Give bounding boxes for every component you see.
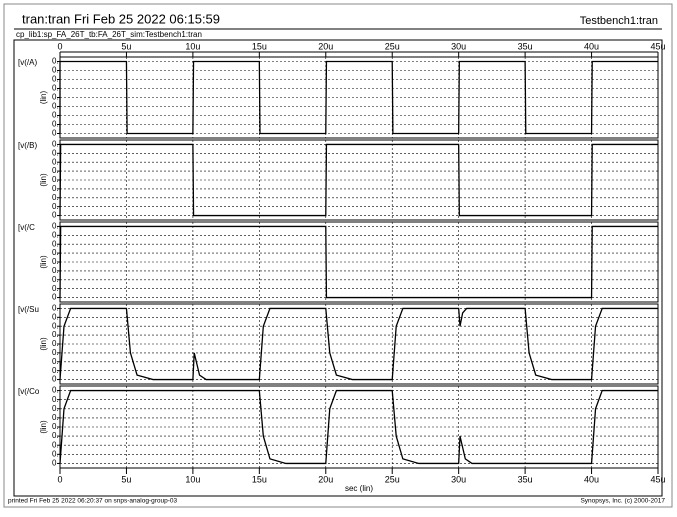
x-tick-label: 30u (451, 41, 466, 51)
y-tick-labels: 00.10.20.30.40.50.60.70.8 (52, 304, 64, 384)
x-tick-label: 25u (385, 474, 400, 484)
y-tick-label: 0.5 (52, 330, 64, 339)
y-tick-label: 0 (52, 211, 57, 220)
y-tick-label: 0.7 (52, 148, 64, 157)
y-tick-label: 0.7 (52, 312, 64, 321)
window-frame (3, 3, 673, 508)
y-axis-label: (lin) (39, 173, 48, 187)
footer-left: printed Fri Feb 25 2022 06:20:37 on snps… (8, 498, 177, 505)
y-tick-label: 0.6 (52, 75, 64, 84)
y-tick-label: 0.3 (52, 184, 64, 193)
y-tick-label: 0.8 (52, 57, 64, 66)
x-tick-label: 10u (185, 41, 200, 51)
y-tick-label: 0.1 (52, 120, 64, 129)
y-tick-label: 0.6 (52, 404, 64, 413)
y-tick-label: 0.4 (52, 339, 64, 348)
y-tick-label: 0.2 (52, 193, 64, 202)
y-tick-label: 0.6 (52, 239, 64, 248)
y-tick-label: 0.5 (52, 413, 64, 422)
waveform (59, 389, 658, 465)
y-tick-label: 0.3 (52, 348, 64, 357)
y-tick-label: 0 (52, 375, 57, 384)
footer-right: Synopsys, Inc. (c) 2000-2017 (580, 498, 665, 505)
x-tick-label: 5u (121, 41, 131, 51)
y-tick-label: 0.2 (52, 357, 64, 366)
y-tick-label: 0.8 (52, 222, 64, 231)
legend-entry: [v(/Su (18, 305, 39, 314)
x-tick-label: 45u (650, 41, 665, 51)
y-tick-labels: 00.10.20.30.40.50.60.70.8 (52, 57, 64, 138)
x-tick-label: 15u (252, 41, 267, 51)
y-axis-label: (lin) (39, 255, 48, 269)
y-tick-label: 0.1 (52, 284, 64, 293)
x-axis-label: sec (lin) (345, 484, 373, 493)
y-tick-label: 0.4 (52, 422, 64, 431)
y-tick-label: 0.5 (52, 84, 64, 93)
y-tick-label: 0.3 (52, 102, 64, 111)
y-tick-labels: 00.10.20.30.40.50.60.70.8 (52, 222, 64, 302)
x-tick-label: 5u (121, 474, 131, 484)
x-tick-label: 20u (318, 41, 333, 51)
x-tick-label: 0 (57, 41, 62, 51)
legend-entry: [v(/B) (18, 141, 37, 150)
x-tick-label: 40u (584, 474, 599, 484)
y-tick-label: 0.3 (52, 431, 64, 440)
y-tick-label: 0.4 (52, 93, 64, 102)
y-tick-label: 0 (52, 459, 57, 468)
y-tick-label: 0.3 (52, 266, 64, 275)
y-axis-label: (lin) (39, 91, 48, 105)
y-tick-label: 0.5 (52, 248, 64, 257)
x-tick-label: 10u (185, 474, 200, 484)
y-tick-label: 0.8 (52, 304, 64, 313)
header-right: Testbench1:tran (580, 15, 658, 27)
y-tick-label: 0 (52, 293, 57, 302)
waveform (59, 225, 658, 299)
x-tick-label: 20u (318, 474, 333, 484)
x-tick-label: 0 (57, 474, 62, 484)
waveform (59, 143, 658, 217)
y-tick-label: 0.5 (52, 166, 64, 175)
y-tick-labels: 00.10.20.30.40.50.60.70.8 (52, 140, 64, 220)
y-tick-label: 0.8 (52, 140, 64, 149)
x-tick-label: 40u (584, 41, 599, 51)
y-tick-label: 0.4 (52, 257, 64, 266)
y-tick-label: 0.2 (52, 111, 64, 120)
waveform (59, 60, 658, 135)
x-tick-label: 35u (518, 474, 533, 484)
x-tick-label: 25u (385, 41, 400, 51)
plot-frame (13, 39, 663, 497)
legend-entry: [v(/Co (18, 387, 40, 396)
legend-entry: [v(/A) (18, 58, 37, 67)
y-tick-label: 0 (52, 129, 57, 138)
waveform (59, 307, 658, 381)
x-tick-label: 45u (650, 474, 665, 484)
legend-entry: [v(/C (18, 223, 35, 232)
y-axis-label: (lin) (39, 420, 48, 434)
y-tick-label: 0.6 (52, 157, 64, 166)
x-tick-label: 15u (252, 474, 267, 484)
x-tick-label: 35u (518, 41, 533, 51)
y-tick-labels: 00.10.20.30.40.50.60.70.8 (52, 386, 64, 468)
y-tick-label: 0.1 (52, 366, 64, 375)
y-tick-label: 0.2 (52, 275, 64, 284)
y-tick-label: 0.8 (52, 386, 64, 395)
y-tick-label: 0.2 (52, 440, 64, 449)
header-path: cp_lib1:sp_FA_26T_tb:FA_26T_sim:Testbenc… (16, 30, 202, 39)
y-tick-label: 0.1 (52, 202, 64, 211)
y-axis-label: (lin) (39, 337, 48, 351)
x-tick-label: 30u (451, 474, 466, 484)
y-tick-label: 0.7 (52, 395, 64, 404)
y-tick-label: 0.6 (52, 321, 64, 330)
header-title: tran:tran Fri Feb 25 2022 06:15:59 (22, 11, 220, 26)
y-tick-label: 0.4 (52, 175, 64, 184)
y-tick-label: 0.7 (52, 66, 64, 75)
y-tick-label: 0.1 (52, 449, 64, 458)
y-tick-label: 0.7 (52, 230, 64, 239)
